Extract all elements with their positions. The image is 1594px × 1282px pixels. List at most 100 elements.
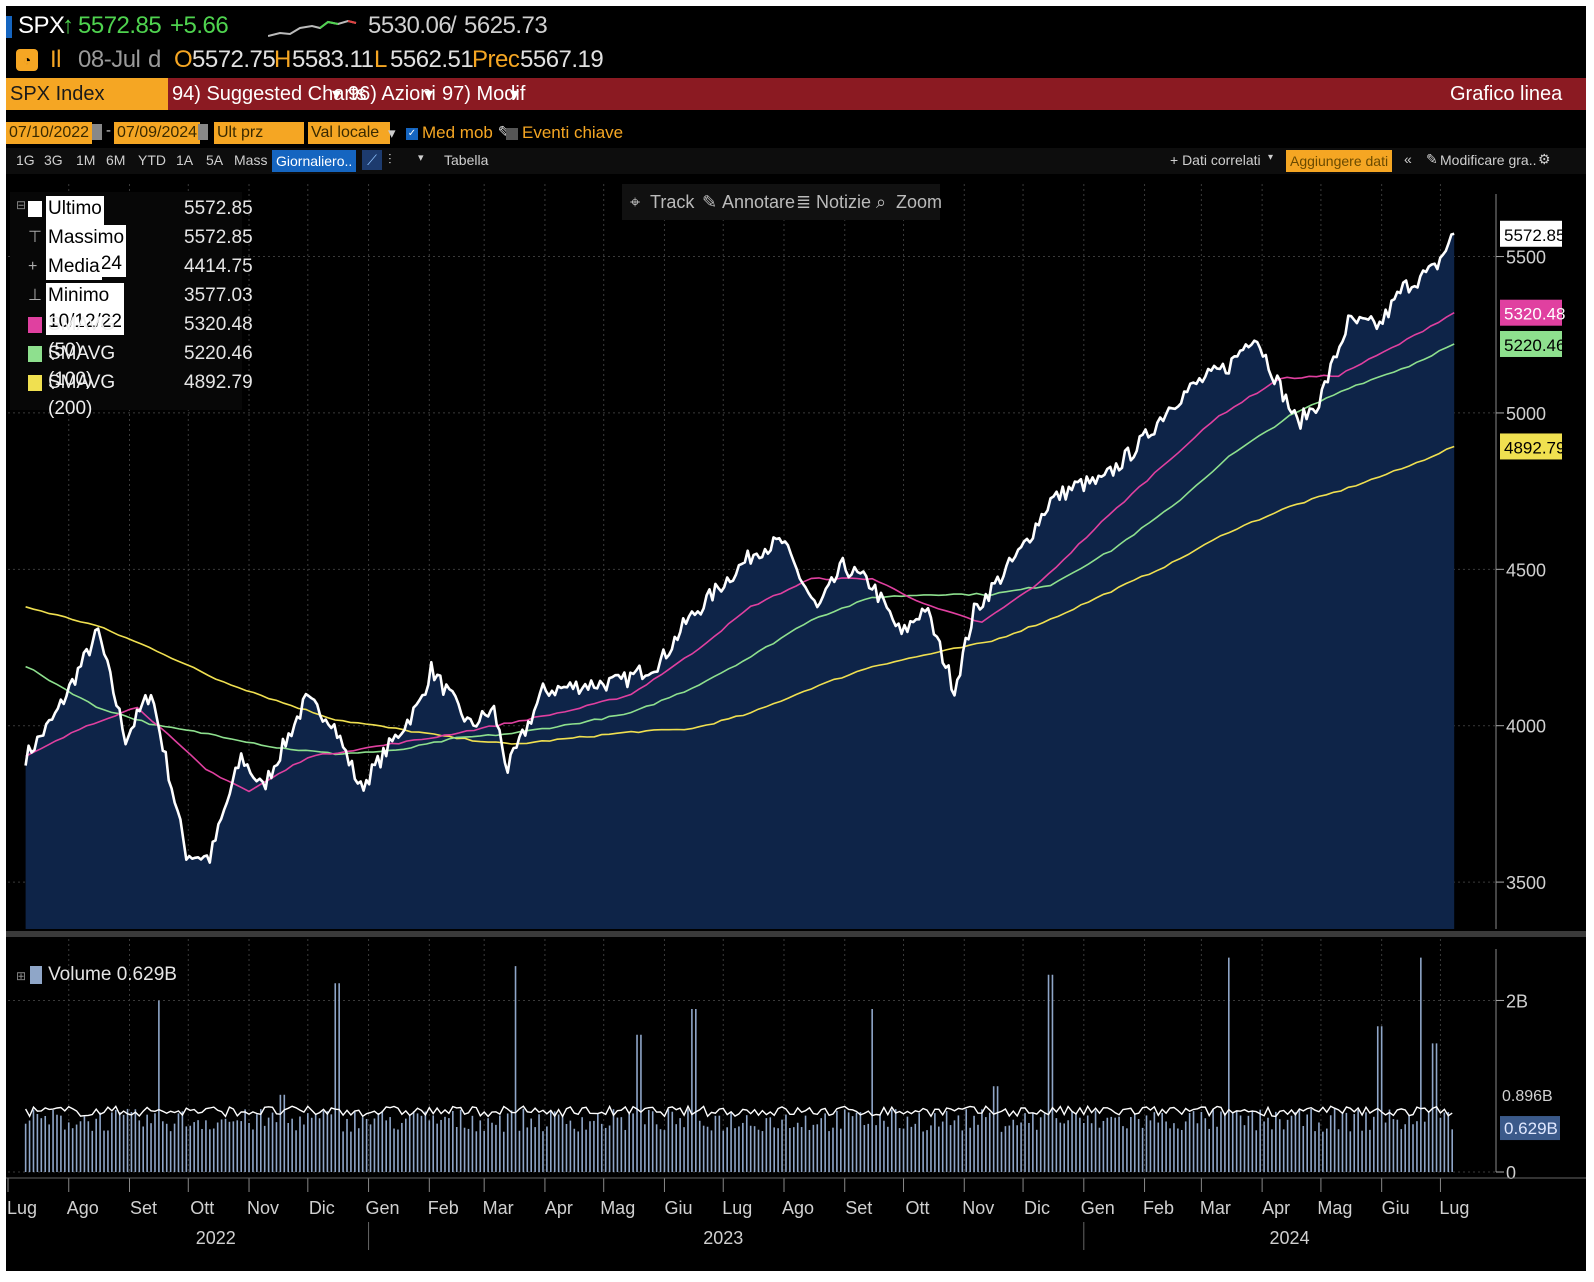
modif-menu[interactable]: 97) Modif <box>442 83 526 105</box>
x-tick-label: Mag <box>600 1198 635 1218</box>
checkbox-unchecked-icon[interactable] <box>506 127 518 140</box>
price-series <box>24 232 1455 864</box>
checkbox-checked-icon[interactable]: ✓ <box>406 127 418 140</box>
x-tick-label: Apr <box>1262 1198 1290 1218</box>
x-tick-label: Ago <box>782 1198 814 1218</box>
legend: ⊟ Ultimo prz 5572.85 ⊤ Massimo 07/08/24 … <box>10 192 253 419</box>
y-tick-label: 2B <box>1506 991 1528 1011</box>
legend-value: 5572.85 <box>184 198 253 219</box>
y-tick-label: 4500 <box>1506 560 1546 580</box>
day-range-low: 5530.06 <box>368 12 452 39</box>
suggested-charts-menu[interactable]: 94) Suggested Charts <box>172 83 367 105</box>
chevron-down-icon[interactable]: ▾ <box>418 152 424 164</box>
volume-y-axis: 0 2B 0.896B 0.629B <box>1495 949 1560 1183</box>
quote-date: 08-Jul <box>78 46 141 73</box>
period-5a[interactable]: 5A <box>206 152 224 168</box>
x-tick-label: Ott <box>190 1198 214 1218</box>
x-tick-label: Ott <box>906 1198 930 1218</box>
legend-swatch <box>30 965 43 984</box>
range-separator: / <box>450 12 457 39</box>
x-tick-label: Mag <box>1317 1198 1352 1218</box>
start-date-field[interactable]: 07/10/2022 <box>6 122 92 144</box>
related-data-button[interactable]: + Dati correlati <box>1170 152 1261 168</box>
period-ytd[interactable]: YTD <box>138 152 166 168</box>
collapse-toggle-icon[interactable]: ⊟ <box>16 198 27 212</box>
add-data-button[interactable]: Aggiungere dati <box>1286 150 1393 172</box>
pencil-icon[interactable]: ✎ <box>702 192 718 212</box>
frequency-select[interactable]: Giornaliero.. <box>272 150 357 172</box>
low-label: L <box>374 46 387 73</box>
key-events-toggle[interactable]: Eventi chiave <box>506 123 623 143</box>
legend-value: 5220.46 <box>184 343 253 364</box>
params-bar: 07/10/2022 - 07/09/2024 Ult prz Val loca… <box>6 122 1586 146</box>
x-tick-label: Dic <box>1024 1198 1050 1218</box>
gear-icon[interactable]: ⚙ <box>1538 151 1551 167</box>
clock-icon[interactable]: ◔ <box>16 49 38 71</box>
price-field-select[interactable]: Ult prz <box>214 122 304 144</box>
last-volume-label: 0.629B <box>1504 1119 1558 1138</box>
currency-select[interactable]: Val locale <box>308 122 390 144</box>
high-value: 5583.11 <box>292 46 374 73</box>
edit-chart-button[interactable]: Modificare gra.. <box>1440 152 1537 168</box>
value-label-box <box>1500 1116 1560 1141</box>
legend-label: SMAVG (100) <box>48 343 116 390</box>
ticker-marker <box>6 16 12 38</box>
y-tick-label: 3500 <box>1506 873 1546 893</box>
pencil-icon[interactable]: ✎ <box>1426 151 1438 167</box>
track-tool[interactable]: Track <box>650 192 695 212</box>
crosshair-icon[interactable]: ⌖ <box>630 192 641 212</box>
calendar-icon[interactable] <box>198 124 208 140</box>
volume-average-line <box>24 1104 1453 1118</box>
y-tick-label: 0 <box>1506 1163 1516 1183</box>
chevron-down-icon: ▾ <box>424 84 434 104</box>
x-tick-label: Set <box>845 1198 872 1218</box>
x-tick-label: Feb <box>1143 1198 1174 1218</box>
low-marker-icon: ⊥ <box>28 287 42 304</box>
value-label: 5220.46 <box>1504 336 1565 355</box>
expand-toggle-icon[interactable]: ⊞ <box>16 969 27 983</box>
calendar-icon[interactable] <box>92 124 102 140</box>
period-max[interactable]: Mass <box>234 152 268 168</box>
chart-area[interactable]: 3500 4000 4500 5000 5500 5572.85 5320.48 5220.4… <box>6 174 1586 1271</box>
legend-swatch <box>28 317 42 333</box>
bar-chart-icon[interactable]: ⫶ <box>388 151 392 167</box>
zoom-tool[interactable]: Zoom <box>896 192 943 212</box>
x-tick-label: Ago <box>67 1198 99 1218</box>
x-tick-label: Giu <box>1382 1198 1410 1218</box>
prec-value: 5567.19 <box>520 46 604 73</box>
line-chart-icon[interactable]: ⟋ <box>362 150 382 170</box>
series-line-smavg-200- <box>25 445 1455 745</box>
y-tick-label: 4000 <box>1506 717 1546 737</box>
collapse-icon[interactable]: « <box>1404 151 1412 167</box>
x-tick-label: Feb <box>428 1198 459 1218</box>
legend-value: 4892.79 <box>184 372 253 393</box>
legend-value: 5572.85 <box>184 227 253 248</box>
pane-divider <box>6 931 1586 937</box>
chart-type-label[interactable]: Grafico linea <box>1450 83 1563 105</box>
period-1m[interactable]: 1M <box>76 152 96 168</box>
volume-legend-label: Volume 0.629B <box>48 964 177 985</box>
period-6m[interactable]: 6M <box>106 152 126 168</box>
period-3g[interactable]: 3G <box>44 152 63 168</box>
key-events-label: Eventi chiave <box>522 123 624 142</box>
legend-swatch <box>28 346 42 362</box>
toolbar: 1G 3G 1M 6M YTD 1A 5A Mass Giornaliero..… <box>6 148 1586 174</box>
end-date-field[interactable]: 07/09/2024 <box>114 122 200 144</box>
azioni-menu[interactable]: 96) Azioni <box>348 83 436 105</box>
news-icon[interactable]: ≣ <box>796 192 812 212</box>
search-icon[interactable]: ⌕ <box>876 192 887 212</box>
security-field[interactable]: SPX Index <box>6 78 168 110</box>
x-tick-label: Set <box>130 1198 157 1218</box>
volume-legend[interactable]: ⊞ Volume 0.629B <box>16 964 177 986</box>
table-button[interactable]: Tabella <box>444 152 489 168</box>
x-tick-label: Lug <box>7 1198 37 1218</box>
annotate-tool[interactable]: Annotare <box>722 192 796 212</box>
year-label: 2023 <box>703 1228 743 1248</box>
news-tool[interactable]: Notizie <box>816 192 872 212</box>
period-1a[interactable]: 1A <box>176 152 194 168</box>
value-label-box <box>1500 330 1562 357</box>
moving-average-toggle[interactable]: ✓ Med mob ✎ <box>406 123 512 143</box>
period-1g[interactable]: 1G <box>16 152 35 168</box>
x-tick-label: Mar <box>1200 1198 1231 1218</box>
y-tick-label: 5500 <box>1506 248 1546 268</box>
